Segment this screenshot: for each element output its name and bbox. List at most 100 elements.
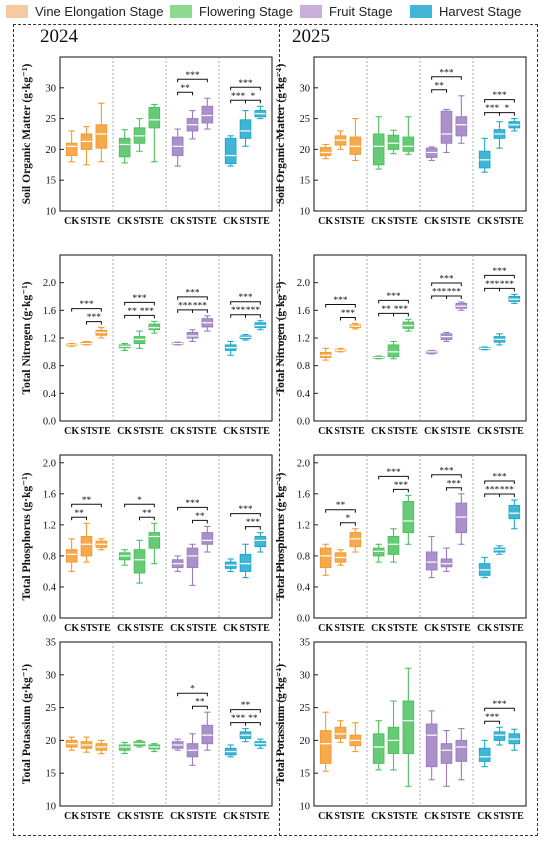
significance-label: *** <box>132 294 147 304</box>
box-vine-ck <box>319 711 332 772</box>
y-tick-label: 25 <box>46 703 57 714</box>
significance-harvest-0-2: *** <box>484 700 515 712</box>
y-tick-label: 0.0 <box>43 417 56 428</box>
box-flowering-ck <box>118 129 131 164</box>
x-tick-label: STE <box>452 426 471 437</box>
x-tick-label: STE <box>198 623 217 634</box>
box-iqr <box>440 110 453 144</box>
x-tick-label: STE <box>145 811 164 822</box>
y-tick-label: 15 <box>300 176 311 187</box>
box-harvest-ste <box>254 320 267 331</box>
x-tick-label: CK <box>64 426 79 437</box>
x-tick-label: ST <box>493 426 506 437</box>
x-tick-label: ST <box>133 623 146 634</box>
significance-harvest-0-2: ** <box>230 701 261 713</box>
x-tick-label: STE <box>92 216 111 227</box>
significance-bracket <box>230 709 261 713</box>
significance-harvest-0-2: *** <box>484 473 515 485</box>
x-tick-label: CK <box>477 426 492 437</box>
significance-label: *** <box>231 306 246 316</box>
significance-harvest-0-1: *** <box>484 713 500 725</box>
box-harvest-st <box>239 728 252 743</box>
box-flowering-ste <box>148 320 161 334</box>
box-iqr <box>201 724 214 745</box>
x-tick-label: CK <box>477 623 492 634</box>
x-tick-label: STE <box>198 811 217 822</box>
legend-swatch-vine <box>6 4 28 18</box>
box-harvest-ck <box>224 340 237 356</box>
x-tick-label: ST <box>334 623 347 634</box>
box-flowering-ck <box>372 116 385 170</box>
x-tick-label: STE <box>251 216 270 227</box>
box-fruit-st <box>186 110 199 140</box>
significance-vine-1-2: *** <box>340 309 356 321</box>
significance-label: *** <box>238 79 253 89</box>
significance-harvest-1-2: *** <box>499 486 515 498</box>
significance-bracket <box>484 707 515 712</box>
significance-bracket <box>340 316 356 321</box>
box-vine-ck <box>319 143 332 160</box>
y-axis-label: Soil Organic Matter (g·kg⁻¹) <box>21 64 33 205</box>
box-harvest-st <box>493 333 506 346</box>
significance-fruit-1-2: ** <box>192 512 208 524</box>
significance-label: *** <box>231 714 246 724</box>
x-tick-label: ST <box>493 623 506 634</box>
x-tick-label: ST <box>133 216 146 227</box>
box-vine-ste <box>349 322 362 330</box>
y-tick-label: 0.4 <box>43 582 57 593</box>
y-tick-label: 25 <box>300 114 311 125</box>
x-tick-label: STE <box>92 426 111 437</box>
box-fruit-ste <box>201 525 214 553</box>
y-tick-label: 1.6 <box>297 489 310 500</box>
box-vine-ste <box>95 102 108 163</box>
box-iqr <box>201 105 214 124</box>
significance-label: *** <box>447 479 462 489</box>
y-tick-label: 25 <box>46 114 57 125</box>
x-tick-label: CK <box>371 426 386 437</box>
legend-swatch-fruit <box>300 4 322 18</box>
box-vine-st <box>334 130 347 150</box>
significance-bracket <box>71 503 102 508</box>
box-iqr <box>478 747 491 762</box>
y-tick-label: 30 <box>300 670 311 681</box>
box-flowering-ste <box>402 318 415 332</box>
x-tick-label: CK <box>318 623 333 634</box>
significance-bracket <box>378 475 409 480</box>
x-tick-label: ST <box>133 426 146 437</box>
significance-bracket <box>431 76 462 80</box>
box-harvest-ck <box>224 744 237 758</box>
significance-label: * <box>346 514 351 524</box>
significance-label: *** <box>178 301 193 311</box>
significance-label: ** <box>142 509 152 519</box>
significance-label: *** <box>79 300 94 310</box>
x-tick-label: ST <box>239 216 252 227</box>
significance-label: ** <box>180 84 190 94</box>
x-tick-label: CK <box>223 623 238 634</box>
significance-label: * <box>137 496 142 506</box>
legend-swatch-flowering <box>170 4 192 18</box>
y-tick-label: 10 <box>46 207 57 218</box>
x-tick-label: CK <box>223 811 238 822</box>
y-axis-label: Total Phosphorus (g·kg⁻¹) <box>21 472 33 600</box>
box-harvest-ste <box>254 105 267 120</box>
x-tick-label: CK <box>170 426 185 437</box>
box-iqr <box>254 536 267 548</box>
significance-bracket <box>325 509 356 513</box>
x-tick-label: STE <box>92 623 111 634</box>
box-vine-st <box>80 736 93 753</box>
panel-1: 10 15 20 25 30 Soil Organic Matter (g·kg⁻¹) CK… <box>275 56 527 227</box>
box-iqr <box>425 723 438 768</box>
x-tick-label: ST <box>493 811 506 822</box>
y-tick-label: 1.6 <box>43 306 56 317</box>
box-fruit-ck <box>425 535 438 579</box>
x-tick-label: ST <box>334 811 347 822</box>
x-tick-label: ST <box>387 216 400 227</box>
y-tick-label: 2.0 <box>297 278 310 289</box>
x-tick-label: STE <box>198 426 217 437</box>
box-harvest-ste <box>508 118 521 132</box>
y-tick-label: 1.6 <box>43 489 56 500</box>
box-fruit-st <box>440 108 453 154</box>
x-tick-label: CK <box>223 426 238 437</box>
box-vine-st <box>80 126 93 166</box>
x-tick-label: STE <box>346 216 365 227</box>
